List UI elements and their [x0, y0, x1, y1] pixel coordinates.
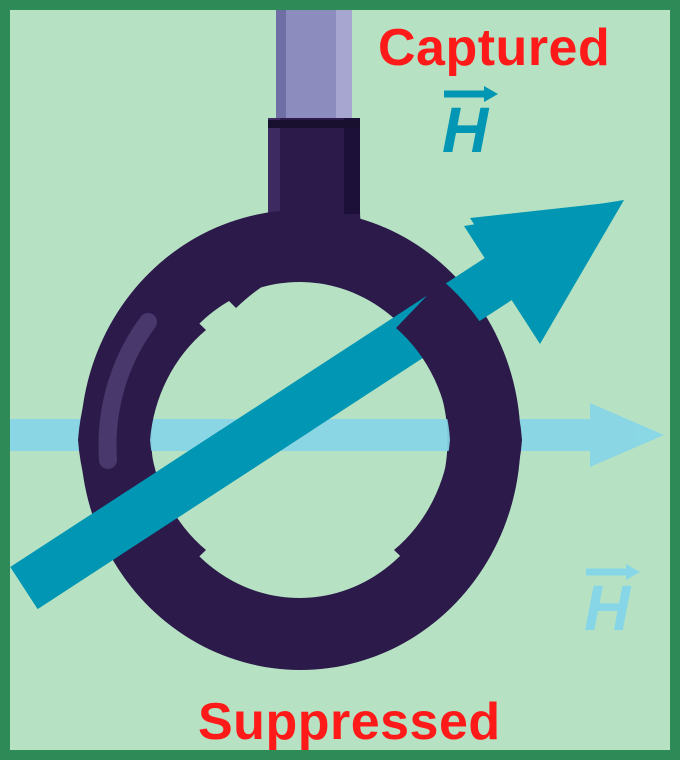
label-suppressed: Suppressed: [198, 692, 501, 752]
vector-letter: H: [584, 572, 630, 644]
vector-symbol-suppressed: H: [584, 562, 640, 640]
label-captured: Captured: [378, 18, 610, 78]
probe-handle: [276, 10, 352, 128]
diagram-overlay: [0, 0, 680, 760]
vector-symbol-captured: H: [442, 84, 498, 162]
vector-letter: H: [442, 94, 488, 166]
diagram-root: Captured Suppressed H H: [0, 0, 680, 760]
